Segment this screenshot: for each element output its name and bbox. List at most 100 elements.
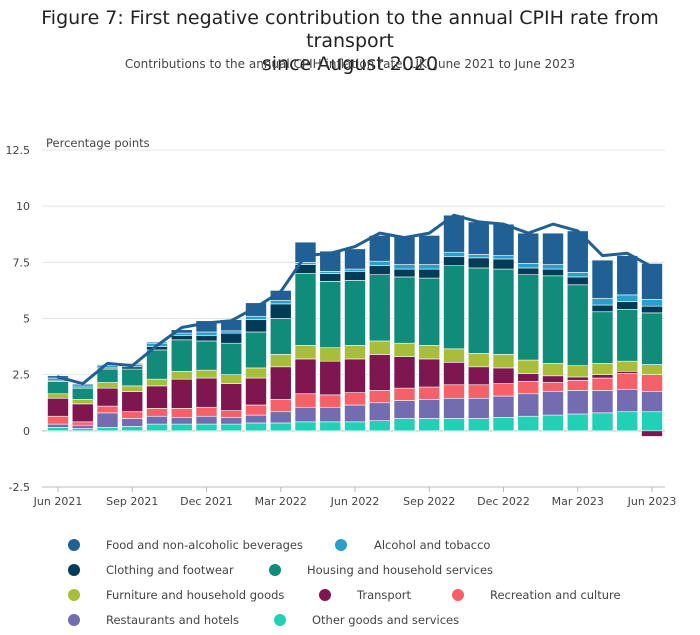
bar-segment [368, 265, 391, 275]
bar-segment [121, 426, 144, 432]
bar-segment [121, 411, 144, 419]
bar-segment [418, 386, 441, 400]
bar-segment [294, 345, 317, 360]
bar-segment [146, 378, 168, 387]
bar-segment [195, 335, 218, 342]
bar-segment [146, 423, 168, 432]
bar-segment [566, 272, 589, 278]
bar-segment [467, 397, 490, 419]
bar-segment [368, 274, 391, 342]
bar-segment [195, 423, 218, 432]
bar-segment [566, 390, 589, 415]
bar-segment [195, 340, 218, 371]
bar-segment [517, 267, 540, 275]
bar-segment [195, 406, 218, 417]
bar-segment [294, 421, 317, 432]
bar-segment [269, 411, 292, 424]
bar-segment [170, 417, 193, 425]
bar-segment [245, 367, 267, 379]
bar-segment [294, 241, 317, 263]
bar-segment [443, 256, 465, 267]
bar-segment [170, 423, 193, 432]
bar-segment [47, 415, 69, 425]
bar-segment [443, 362, 465, 386]
y-tick-label: 0 [23, 425, 30, 438]
bar-segment [418, 399, 441, 419]
x-tick-label: Sep 2021 [106, 495, 158, 508]
legend-label: Restaurants and hotels [106, 613, 239, 627]
y-tick-label: 5 [23, 313, 30, 326]
bar-segment [269, 354, 292, 368]
bar-segment [393, 236, 416, 265]
bar-segment [492, 255, 515, 260]
bar-segment [591, 311, 614, 364]
bar-segment [641, 411, 663, 432]
bar-segment [245, 404, 267, 416]
bar-segment [492, 395, 515, 418]
bar-segment [517, 393, 540, 417]
y-tick-label: 7.5 [13, 256, 31, 269]
bar-segment [492, 268, 515, 355]
legend: Food and non-alcoholic beverages Alcohol … [68, 538, 621, 627]
legend-swatch [68, 614, 80, 626]
bar-segment [344, 404, 366, 423]
bar-segment [517, 381, 540, 395]
bar-segment [71, 399, 94, 405]
bar-segment [170, 329, 193, 334]
legend-label: Other goods and services [312, 613, 459, 627]
bar-segment [641, 391, 663, 413]
bar-segment [245, 315, 267, 320]
bar-segment [47, 381, 69, 395]
bar-segment [344, 345, 366, 360]
x-tick-label: Mar 2023 [552, 495, 604, 508]
bar-segment [220, 332, 243, 344]
legend-label: Transport [356, 588, 411, 602]
bar-segment [616, 301, 639, 310]
x-tick-label: Jun 2023 [627, 495, 677, 508]
bar-segment [146, 408, 168, 417]
bar-segment [591, 412, 614, 432]
bar-segment [220, 342, 243, 375]
bar-segment [368, 260, 391, 267]
x-tick-label: Dec 2021 [180, 495, 233, 508]
bar-segment [492, 258, 515, 270]
bar-segment [467, 353, 490, 368]
legend-label: Furniture and household goods [106, 588, 284, 602]
bar-segment [616, 370, 639, 374]
bar-segment [443, 418, 465, 432]
bar-segment [393, 342, 416, 357]
bar-segment [319, 394, 342, 408]
bar-segment [220, 423, 243, 432]
y-axis-label: Percentage points [46, 136, 150, 150]
bar-segment [492, 354, 515, 369]
bar-segment [121, 368, 144, 387]
bar-segment [319, 347, 342, 362]
bar-segment [368, 340, 391, 355]
bar-segment [616, 309, 639, 362]
bar-segment [319, 421, 342, 432]
x-tick-label: Mar 2022 [255, 495, 307, 508]
bar-segment [542, 382, 564, 392]
bar-segment [418, 277, 441, 346]
bar-segment [245, 302, 267, 317]
bar-segment [566, 365, 589, 378]
bar-segment [542, 363, 564, 377]
bar-segment [121, 385, 144, 392]
bar-segment [71, 387, 94, 400]
bar-segment [542, 414, 564, 432]
bar-segment [269, 366, 292, 400]
bar-segment [443, 384, 465, 399]
bar-segment [418, 268, 441, 279]
y-axis-ticks: -2.5 0 2.5 5 7.5 10 12.5 [6, 144, 31, 494]
bar-segment [591, 377, 614, 391]
x-axis: Jun 2021 Sep 2021 Dec 2021 Mar 2022 Jun 2022… [33, 486, 677, 508]
bar-segment [641, 430, 663, 437]
bar-segment [220, 330, 243, 334]
bar-segment [269, 303, 292, 319]
bar-segment [492, 367, 515, 384]
chart-title: Figure 7: First negative contribution to… [0, 7, 700, 76]
legend-swatch [319, 589, 331, 601]
chart-subtitle: Contributions to the annual CPIH inflati… [124, 57, 576, 71]
bar-segment [542, 275, 564, 364]
bar-segment [517, 232, 540, 264]
